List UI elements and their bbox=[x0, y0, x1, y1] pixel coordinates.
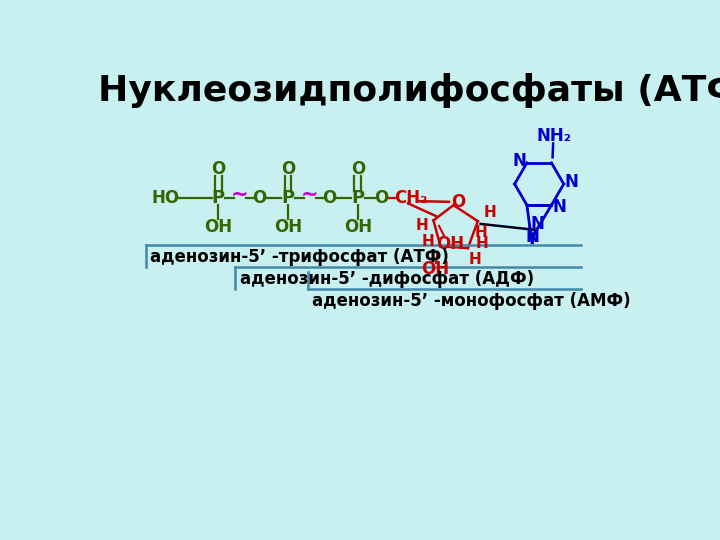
Text: O: O bbox=[281, 160, 295, 178]
Text: O: O bbox=[451, 193, 465, 211]
Text: CH₂: CH₂ bbox=[394, 189, 428, 207]
Text: O: O bbox=[351, 160, 365, 178]
Text: OH: OH bbox=[204, 218, 233, 235]
Text: аденозин-5’ -трифосфат (АТФ): аденозин-5’ -трифосфат (АТФ) bbox=[150, 248, 449, 266]
Text: N: N bbox=[531, 215, 544, 233]
Text: H: H bbox=[422, 234, 435, 249]
Text: O: O bbox=[323, 189, 336, 207]
Text: OH: OH bbox=[274, 218, 302, 235]
Text: O: O bbox=[374, 189, 388, 207]
Text: O: O bbox=[253, 189, 266, 207]
Text: P: P bbox=[282, 189, 294, 207]
Text: O: O bbox=[211, 160, 225, 178]
Text: ~: ~ bbox=[300, 185, 318, 205]
Text: OH: OH bbox=[343, 218, 372, 235]
Text: NH₂: NH₂ bbox=[536, 127, 572, 145]
Text: N: N bbox=[552, 198, 566, 217]
Text: H: H bbox=[484, 205, 496, 220]
Text: аденозин-5’ -монофосфат (АМФ): аденозин-5’ -монофосфат (АМФ) bbox=[312, 292, 631, 310]
Text: H: H bbox=[475, 236, 488, 251]
Text: H: H bbox=[416, 218, 428, 233]
Text: P: P bbox=[351, 189, 364, 207]
Text: Нуклеозидполифосфаты (АТФ): Нуклеозидполифосфаты (АТФ) bbox=[99, 73, 720, 108]
Text: N: N bbox=[564, 173, 578, 191]
Text: аденозин-5’ -дифосфат (АДФ): аденозин-5’ -дифосфат (АДФ) bbox=[240, 270, 534, 288]
Text: H: H bbox=[474, 225, 487, 240]
Text: N: N bbox=[512, 152, 526, 170]
Text: OH: OH bbox=[420, 260, 449, 279]
Text: HO: HO bbox=[151, 189, 179, 207]
Text: ~: ~ bbox=[230, 185, 248, 205]
Text: OH: OH bbox=[436, 235, 464, 253]
Text: P: P bbox=[212, 189, 225, 207]
Text: H: H bbox=[468, 252, 481, 267]
Text: N: N bbox=[526, 228, 539, 246]
